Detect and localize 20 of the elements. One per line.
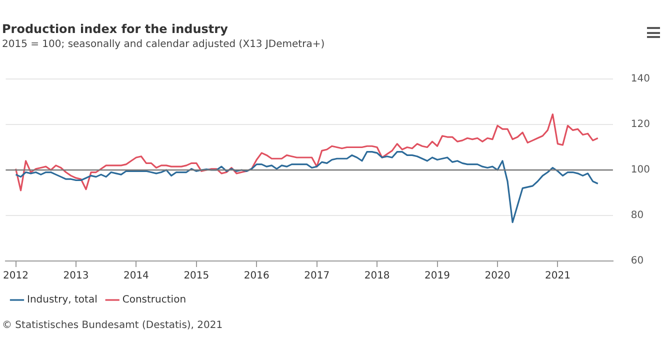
y-tick-label: 80: [630, 210, 644, 222]
x-tick-label: 2020: [484, 270, 510, 282]
text: © Statistisches Bundesamt (Destatis), 2021: [2, 320, 223, 331]
x-tick-label: 2015: [184, 270, 210, 282]
legend-label: Construction: [122, 294, 186, 306]
x-tick-label: 2013: [63, 270, 89, 282]
chart-title: Production index for the industry: [2, 22, 228, 36]
legend-label: Industry, total: [27, 294, 98, 306]
y-tick-label: 100: [630, 164, 650, 176]
x-tick-label: 2016: [244, 270, 270, 282]
y-tick-label: 140: [630, 74, 650, 85]
x-tick-label: 2012: [3, 270, 28, 282]
y-tick-label: 120: [630, 119, 650, 130]
x-tick-label: 2017: [304, 270, 330, 282]
x-tick-label: 2021: [544, 270, 570, 282]
y-tick-label: 60: [630, 256, 644, 267]
x-tick-label: 2018: [364, 270, 390, 282]
x-tick-label: 2019: [424, 270, 450, 282]
x-tick-label: 2014: [123, 270, 149, 282]
chart-subtitle: 2015 = 100; seasonally and calendar adjusted (X13 JDemetra+): [2, 39, 325, 50]
